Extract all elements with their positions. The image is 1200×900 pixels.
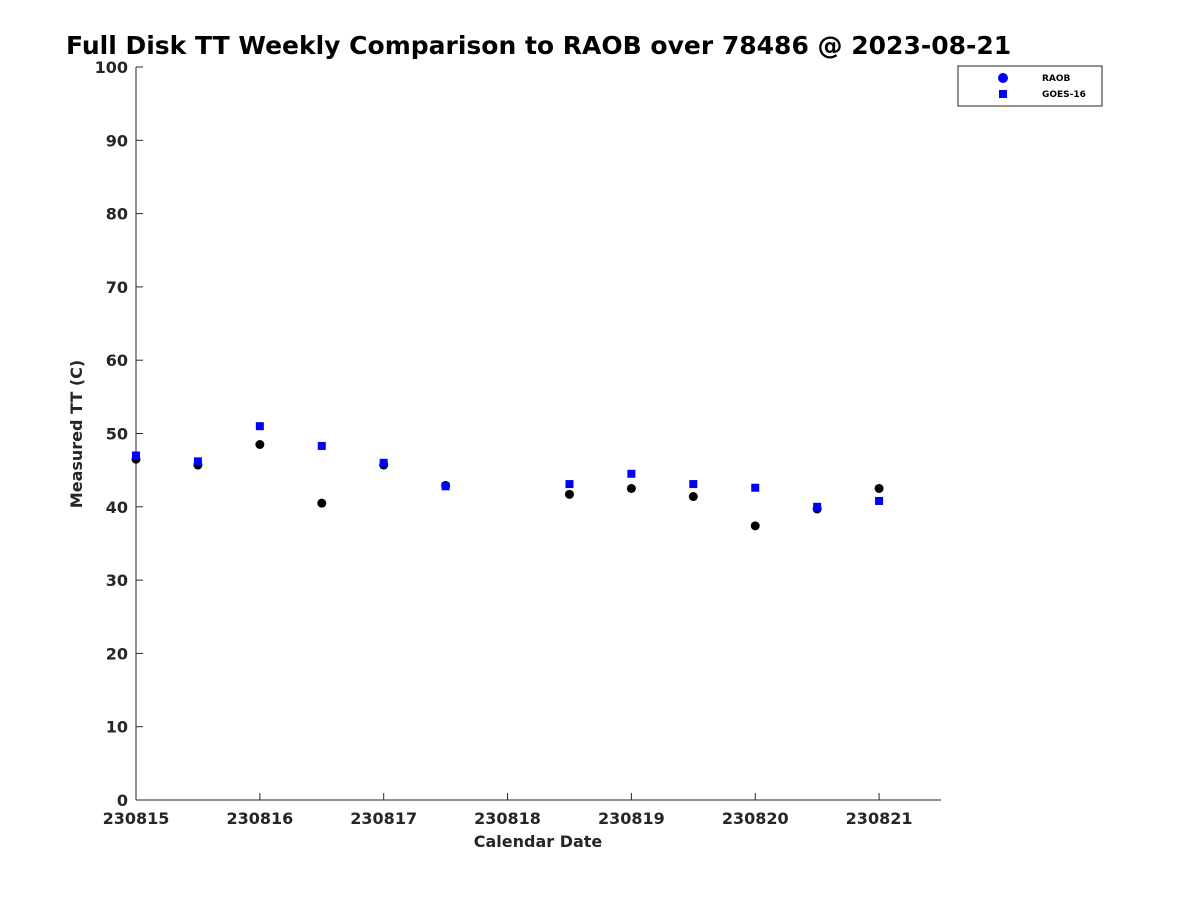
y-tick-label: 90	[106, 131, 128, 150]
x-tick-label: 230820	[722, 809, 789, 828]
x-axis-ticks: 230815 230816 230817 230818 230819 230820 2308…	[103, 793, 913, 828]
x-tick-label: 230818	[474, 809, 541, 828]
x-tick-label: 230816	[226, 809, 293, 828]
legend-marker-raob	[998, 73, 1008, 83]
legend: RAOB GOES-16	[957, 65, 1103, 107]
y-tick-label: 20	[106, 644, 128, 663]
chart-title: Full Disk TT Weekly Comparison to RAOB o…	[66, 31, 1011, 60]
raob-point	[874, 483, 884, 493]
y-tick-label: 50	[106, 425, 128, 444]
goes16-point	[875, 496, 884, 505]
goes16-point	[379, 458, 388, 467]
goes16-point	[441, 482, 450, 491]
y-tick-label: 80	[106, 205, 128, 224]
goes16-point	[627, 469, 636, 478]
y-tick-label: 10	[106, 718, 128, 737]
x-tick-label: 230821	[846, 809, 913, 828]
raob-point	[688, 492, 698, 502]
y-tick-label: 100	[95, 58, 128, 77]
raob-point	[750, 521, 760, 531]
raob-point	[564, 489, 574, 499]
legend-marker-goes16	[999, 90, 1007, 98]
goes16-point	[317, 441, 326, 450]
raob-point	[317, 498, 327, 508]
x-tick-label: 230815	[103, 809, 170, 828]
y-axis-label: Measured TT (C)	[67, 360, 86, 508]
raob-point	[255, 439, 265, 449]
goes16-point	[689, 480, 698, 489]
y-tick-label: 70	[106, 278, 128, 297]
goes16-point	[751, 483, 760, 492]
y-axis-ticks: 0 10 20 30 40 50 60 70 80 90 100	[95, 58, 143, 810]
goes16-point	[193, 457, 202, 466]
goes16-point	[813, 502, 822, 511]
legend-label-goes16: GOES-16	[1042, 90, 1086, 100]
y-tick-label: 0	[117, 791, 128, 810]
goes16-point	[132, 451, 140, 460]
y-tick-label: 60	[106, 351, 128, 370]
goes16-point	[255, 422, 264, 431]
y-tick-label: 30	[106, 571, 128, 590]
x-axis-label: Calendar Date	[474, 832, 603, 851]
x-tick-label: 230819	[598, 809, 665, 828]
legend-box	[957, 65, 1103, 107]
goes16-point	[565, 480, 574, 489]
legend-label-raob: RAOB	[1042, 74, 1071, 84]
y-tick-label: 40	[106, 498, 128, 517]
raob-point	[626, 483, 636, 493]
data-points	[131, 422, 884, 531]
x-tick-label: 230817	[350, 809, 417, 828]
